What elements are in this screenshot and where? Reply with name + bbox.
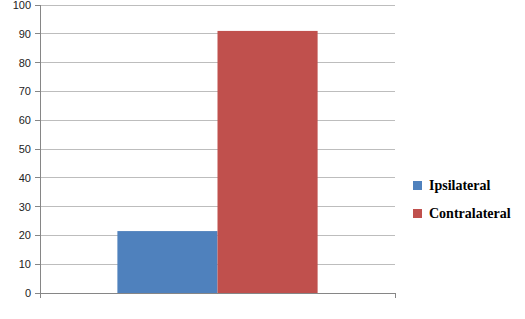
tick-mark xyxy=(35,5,40,6)
tick-mark xyxy=(35,177,40,178)
x-tick xyxy=(40,293,41,298)
legend-label: Ipsilateral xyxy=(429,178,491,193)
legend-swatch xyxy=(413,209,422,218)
x-axis xyxy=(40,293,395,294)
tick-mark xyxy=(35,91,40,92)
tick-mark xyxy=(35,62,40,63)
tick-mark xyxy=(35,149,40,150)
grid-line xyxy=(40,5,395,6)
x-tick xyxy=(395,293,396,298)
tick-label: 80 xyxy=(19,57,31,69)
tick-label: 100 xyxy=(13,0,31,11)
tick-label: 10 xyxy=(19,258,31,270)
tick-label: 50 xyxy=(19,143,31,155)
tick-label: 0 xyxy=(25,287,31,299)
y-axis xyxy=(40,5,41,293)
bar xyxy=(218,31,318,293)
bar xyxy=(117,231,217,293)
chart-root: 0 10 20 30 40 50 60 70 80 90 100 Ipsilateral Contral… xyxy=(0,0,525,319)
tick-label: 70 xyxy=(19,85,31,97)
legend-swatch xyxy=(413,181,422,190)
tick-label: 40 xyxy=(19,172,31,184)
tick-mark xyxy=(35,33,40,34)
legend-label: Contralateral xyxy=(429,206,511,221)
grid-line xyxy=(40,293,395,294)
tick-mark xyxy=(35,235,40,236)
bars xyxy=(117,31,317,293)
tick-mark xyxy=(35,264,40,265)
tick-label: 60 xyxy=(19,114,31,126)
tick-label: 20 xyxy=(19,229,31,241)
tick-label: 90 xyxy=(19,28,31,40)
tick-mark xyxy=(35,120,40,121)
tick-label: 30 xyxy=(19,201,31,213)
tick-mark xyxy=(35,293,40,294)
tick-mark xyxy=(35,206,40,207)
